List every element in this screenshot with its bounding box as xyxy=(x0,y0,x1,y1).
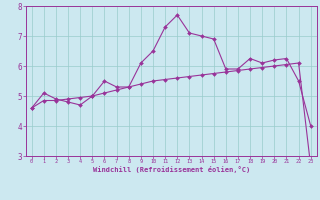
X-axis label: Windchill (Refroidissement éolien,°C): Windchill (Refroidissement éolien,°C) xyxy=(92,166,250,173)
